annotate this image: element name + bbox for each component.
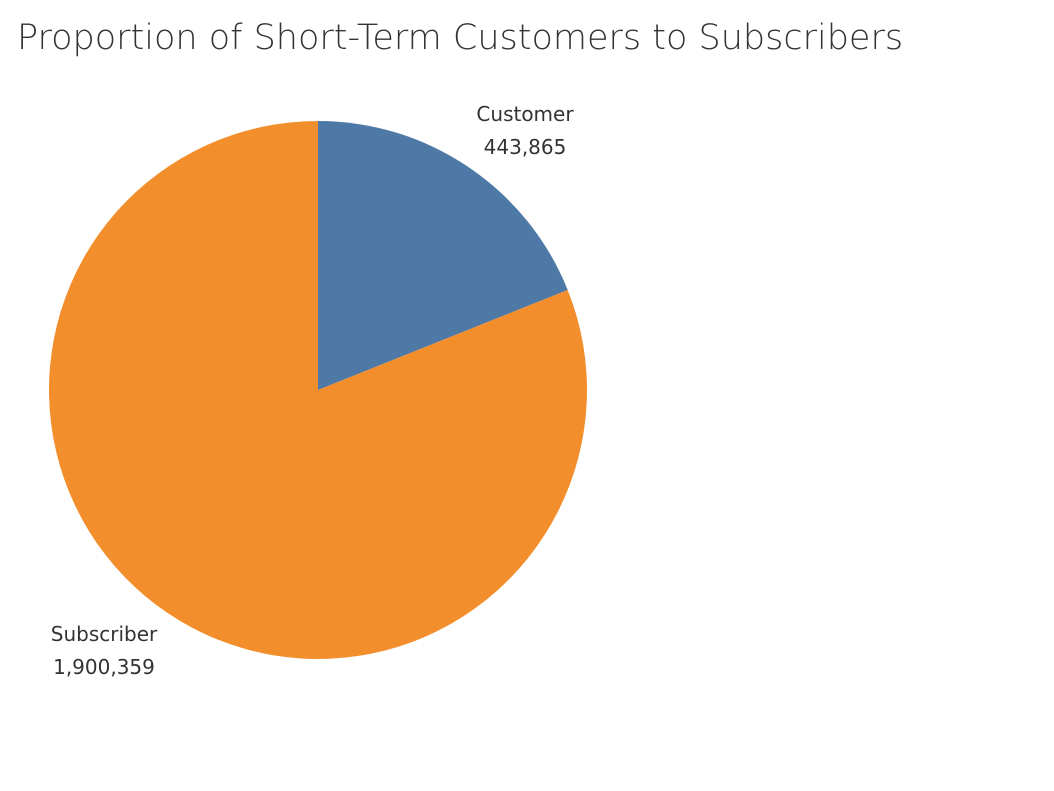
slice-label-subscriber: Subscriber 1,900,359 — [51, 622, 158, 679]
slice-label-subscriber-name: Subscriber — [51, 622, 158, 646]
pie-slices — [49, 120, 587, 659]
slice-label-customer-value: 443,865 — [484, 135, 567, 159]
pie-slice-customer — [318, 121, 568, 390]
slice-label-customer-name: Customer — [476, 102, 574, 126]
chart-title: Proportion of Short-Term Customers to Su… — [17, 18, 904, 58]
pie-slice-subscriber — [49, 120, 587, 659]
slice-label-customer: Customer 443,865 — [476, 102, 574, 159]
slice-label-subscriber-value: 1,900,359 — [53, 655, 155, 679]
